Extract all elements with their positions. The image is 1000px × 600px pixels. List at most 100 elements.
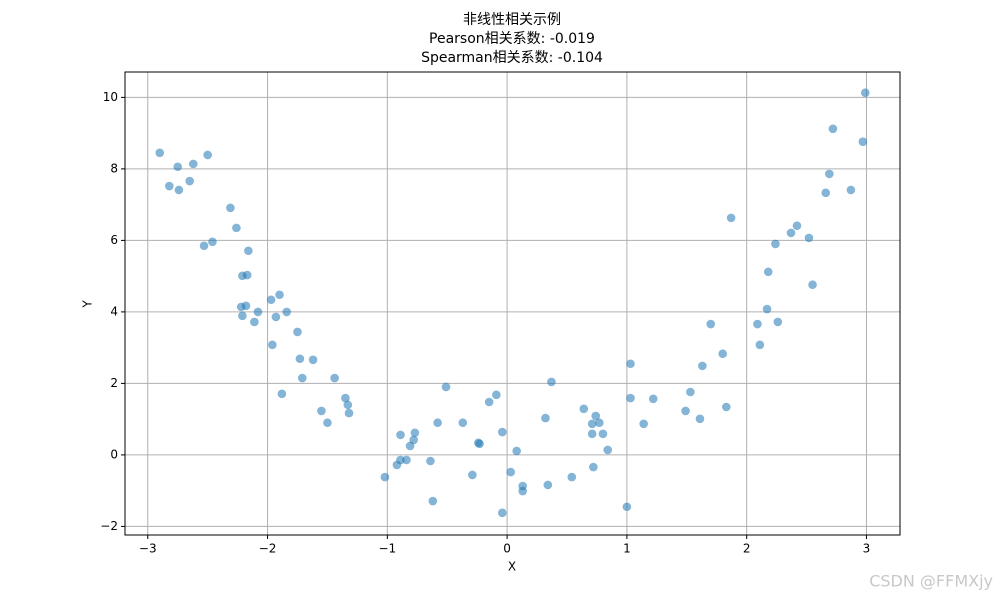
scatter-point bbox=[587, 429, 597, 439]
scatter-point bbox=[598, 429, 608, 439]
y-tick-label: 6 bbox=[110, 233, 118, 247]
scatter-point bbox=[208, 237, 217, 247]
scatter-point bbox=[825, 169, 834, 179]
scatter-point bbox=[541, 413, 550, 423]
scatter-point bbox=[244, 246, 253, 256]
scatter-point bbox=[603, 445, 613, 455]
scatter-point bbox=[622, 502, 632, 512]
scatter-point bbox=[484, 397, 494, 407]
scatter-point bbox=[773, 317, 783, 327]
scatter-point bbox=[185, 176, 194, 186]
chart-subtitle: Spearman相关系数: -0.104 bbox=[421, 50, 603, 66]
y-tick-label: 2 bbox=[110, 376, 118, 390]
scatter-point bbox=[295, 354, 305, 364]
scatter-point bbox=[293, 327, 302, 337]
scatter-point bbox=[543, 480, 553, 490]
scatter-point bbox=[242, 270, 252, 280]
scatter-point bbox=[626, 393, 635, 403]
scatter-point bbox=[266, 295, 276, 305]
scatter-point bbox=[821, 188, 831, 198]
scatter-point bbox=[512, 446, 521, 456]
scatter-point bbox=[808, 280, 817, 290]
scatter-point bbox=[297, 373, 307, 383]
scatter-point bbox=[343, 400, 353, 410]
scatter-point bbox=[226, 203, 235, 213]
scatter-point bbox=[174, 185, 184, 195]
scatter-point bbox=[681, 406, 690, 416]
scatter-point bbox=[771, 239, 780, 249]
scatter-point bbox=[330, 373, 339, 383]
scatter-point bbox=[165, 181, 174, 191]
scatter-point bbox=[498, 427, 507, 437]
scatter-point bbox=[173, 162, 183, 172]
scatter-point bbox=[706, 319, 716, 329]
scatter-point bbox=[323, 418, 332, 428]
scatter-point bbox=[308, 355, 318, 365]
scatter-point bbox=[203, 150, 212, 160]
scatter-point bbox=[268, 340, 277, 350]
scatter-point bbox=[726, 213, 736, 223]
scatter-point bbox=[433, 418, 442, 428]
scatter-point bbox=[755, 340, 765, 350]
scatter-point bbox=[518, 486, 527, 496]
scatter-point bbox=[591, 411, 601, 421]
scatter-point bbox=[409, 435, 418, 445]
scatter-point bbox=[498, 508, 507, 518]
x-tick-label: 0 bbox=[503, 542, 511, 556]
chart-subtitle: Pearson相关系数: -0.019 bbox=[429, 31, 595, 47]
scatter-point bbox=[492, 390, 501, 400]
scatter-point bbox=[828, 124, 838, 134]
scatter-point bbox=[441, 382, 451, 392]
scatter-point bbox=[199, 241, 209, 251]
y-tick-label: −2 bbox=[100, 519, 118, 533]
scatter-point bbox=[402, 455, 411, 465]
y-tick-label: 4 bbox=[110, 304, 118, 318]
scatter-point bbox=[639, 419, 648, 429]
scatter-point bbox=[762, 304, 772, 314]
scatter-point bbox=[648, 394, 658, 404]
scatter-point bbox=[786, 228, 796, 238]
scatter-point bbox=[753, 319, 762, 329]
scatter-point bbox=[595, 418, 604, 428]
chart-title: 非线性相关示例 bbox=[463, 12, 561, 28]
scatter-point bbox=[344, 408, 354, 418]
scatter-point bbox=[686, 387, 695, 397]
scatter-point bbox=[241, 301, 251, 311]
scatter-point bbox=[396, 455, 405, 465]
scatter-point bbox=[587, 419, 597, 429]
scatter-point bbox=[458, 418, 468, 428]
scatter-point bbox=[277, 389, 287, 399]
plot-frame bbox=[124, 71, 901, 536]
scatter-point bbox=[698, 361, 707, 371]
scatter-point bbox=[804, 233, 814, 243]
scatter-point bbox=[763, 267, 773, 277]
scatter-point bbox=[317, 406, 326, 416]
scatter-point bbox=[860, 88, 870, 98]
scatter-point bbox=[426, 456, 435, 466]
scatter-point bbox=[250, 317, 259, 327]
scatter-point bbox=[589, 462, 598, 472]
watermark: CSDN @FFMXjy bbox=[869, 572, 993, 591]
y-tick-label: 0 bbox=[110, 447, 118, 461]
x-axis-label: X bbox=[508, 560, 516, 574]
x-tick-label: −2 bbox=[259, 542, 277, 556]
scatter-point bbox=[428, 496, 438, 506]
y-tick-label: 10 bbox=[103, 90, 118, 104]
x-tick-label: −1 bbox=[378, 542, 396, 556]
scatter-point bbox=[579, 404, 589, 414]
scatter-point bbox=[547, 377, 556, 387]
scatter-point bbox=[792, 221, 802, 231]
scatter-point bbox=[475, 439, 484, 449]
scatter-point bbox=[253, 307, 263, 317]
scatter-point bbox=[188, 159, 198, 169]
scatter-point bbox=[275, 290, 284, 300]
x-tick-label: 1 bbox=[623, 542, 631, 556]
x-tick-label: 2 bbox=[743, 542, 751, 556]
scatter-point bbox=[271, 312, 281, 322]
scatter-point bbox=[506, 467, 516, 477]
y-axis-label: Y bbox=[81, 300, 95, 309]
scatter-point bbox=[626, 359, 635, 369]
scatter-point bbox=[232, 223, 241, 233]
scatter-point bbox=[396, 430, 405, 440]
